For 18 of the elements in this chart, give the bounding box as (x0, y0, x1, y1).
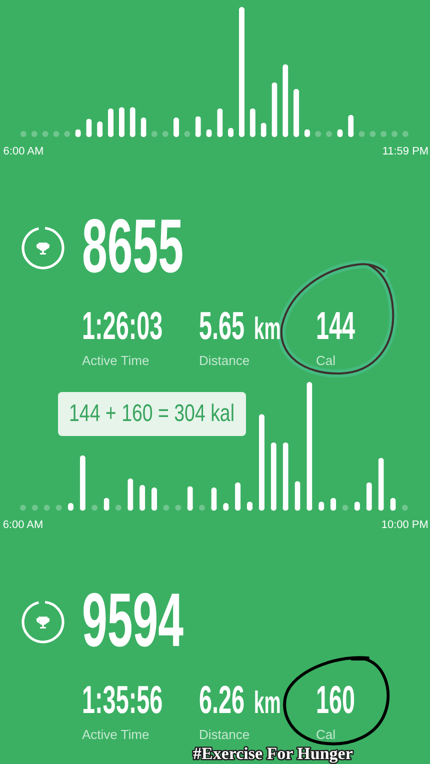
x-tick-label: 10:00 PM (381, 519, 428, 532)
text: 8655 (82, 204, 184, 288)
x-tick-label: 6:00 AM (2, 519, 44, 532)
text: 5.65 km (199, 303, 281, 347)
text: Active Time (82, 352, 150, 368)
text: #Exercise For Hunger (193, 744, 354, 763)
text: 160 (316, 678, 356, 722)
text: Cal (316, 727, 336, 742)
text: 6.26 km (199, 678, 281, 722)
x-tick-label: 11:59 PM (382, 146, 428, 158)
text: 1:35:56 (82, 678, 163, 722)
annotation: 144 + 160 = 304 kal (69, 400, 235, 427)
text: Distance (199, 727, 250, 742)
text: Distance (199, 352, 250, 368)
text: Active Time (82, 727, 150, 742)
x-tick-label: 6:00 AM (2, 146, 44, 158)
text: 1:26:03 (82, 303, 163, 347)
text: 9594 (82, 578, 184, 663)
